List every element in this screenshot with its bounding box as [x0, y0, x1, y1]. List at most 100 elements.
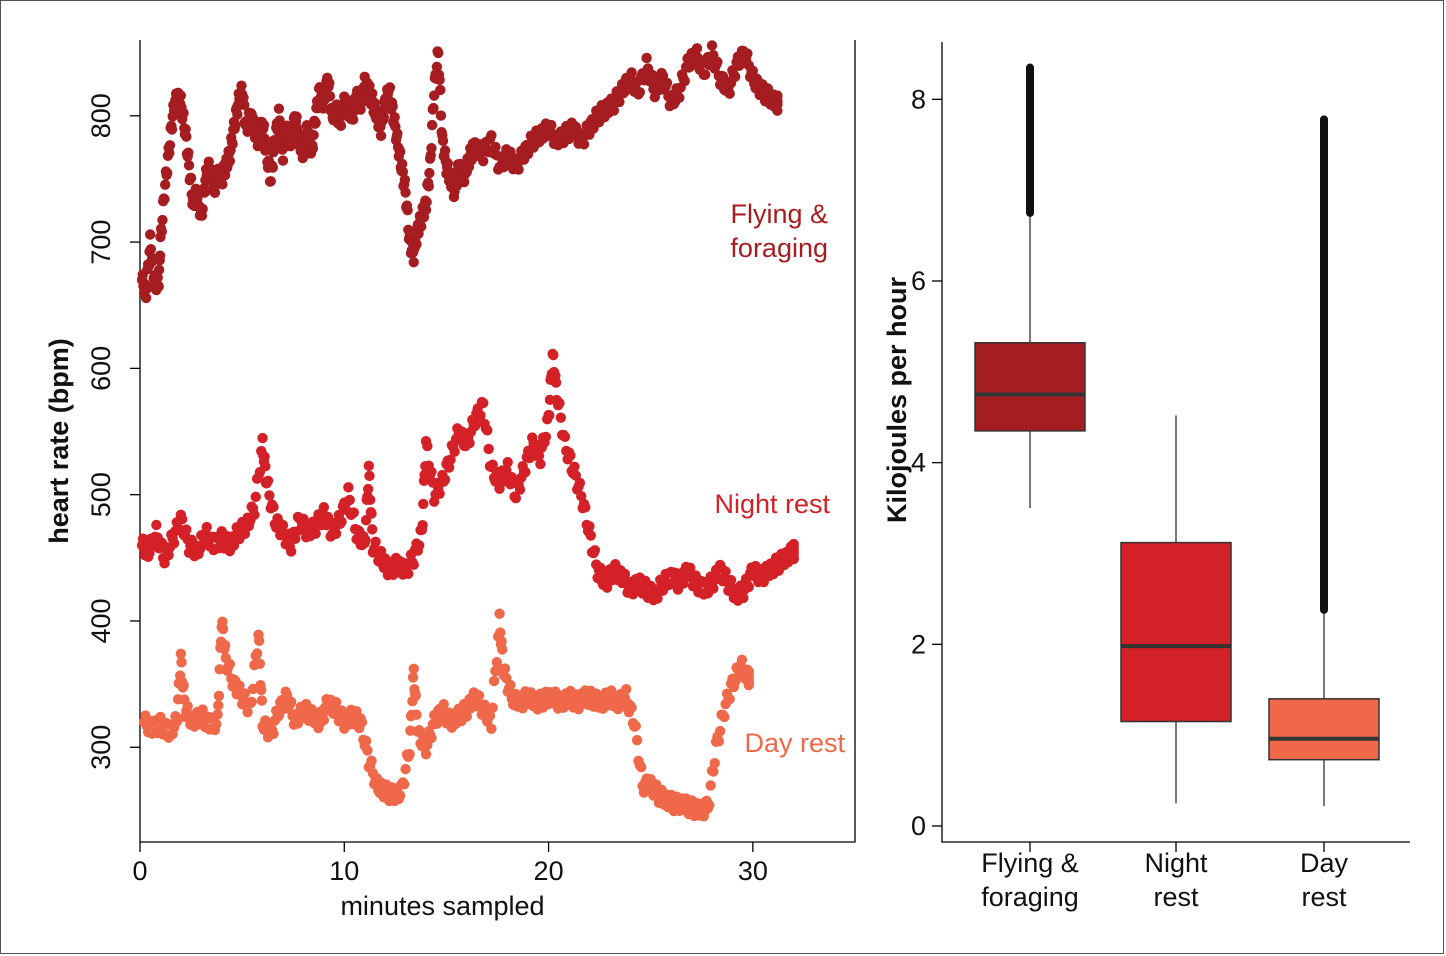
y-tick-label: 4 [911, 448, 926, 478]
data-point [535, 458, 546, 470]
data-point [389, 111, 400, 123]
heart-rate-series-labels: Flying & foraging Night rest Day rest [714, 199, 845, 758]
data-point [578, 139, 590, 150]
data-point [384, 82, 396, 93]
data-point [250, 491, 261, 503]
data-point [708, 583, 719, 594]
heart-rate-series [136, 40, 799, 822]
data-point [510, 493, 522, 504]
data-point [411, 709, 422, 720]
data-point [404, 748, 415, 760]
data-point [713, 736, 725, 747]
y-tick-label: 8 [911, 84, 926, 114]
data-point [201, 521, 212, 533]
data-point [424, 167, 435, 179]
data-point [490, 141, 501, 153]
data-point [674, 92, 685, 103]
data-point [344, 494, 355, 506]
data-point [277, 519, 289, 531]
data-point [253, 635, 265, 646]
data-point [363, 460, 374, 472]
data-point [163, 550, 174, 561]
data-point [496, 636, 507, 647]
box-0 [974, 63, 1086, 509]
y-tick-label: 300 [86, 725, 116, 770]
data-point [442, 158, 453, 169]
data-point [738, 592, 749, 604]
data-point [486, 130, 497, 141]
data-point [554, 398, 565, 409]
data-point [256, 695, 268, 706]
data-point [177, 514, 188, 525]
heart-rate-panel: 0 10 20 30 300 400 500 600 700 800 Flying & foragi… [44, 40, 856, 921]
data-point [580, 502, 591, 513]
data-point [431, 61, 443, 73]
data-point [584, 521, 595, 532]
data-point [428, 102, 439, 114]
data-point [408, 559, 419, 570]
data-point [396, 158, 408, 170]
x-tick-label: 30 [738, 856, 768, 886]
data-point [336, 516, 347, 527]
data-point [497, 644, 508, 655]
category-label-line: Night [1144, 848, 1208, 878]
category-label: Flying & foraging [981, 848, 1079, 912]
data-point [445, 454, 456, 465]
data-point [569, 461, 580, 472]
data-point [249, 509, 260, 521]
data-point [714, 725, 726, 737]
data-point [747, 65, 759, 77]
data-point [418, 498, 429, 510]
data-point [159, 558, 170, 569]
data-point [394, 146, 406, 158]
data-point [494, 608, 505, 619]
data-point [224, 155, 236, 167]
data-point [486, 723, 497, 734]
data-point [626, 702, 637, 713]
data-point [285, 546, 297, 557]
data-point [246, 696, 257, 708]
data-point [437, 135, 449, 147]
data-point [729, 71, 741, 82]
data-point [706, 40, 718, 51]
data-point [743, 673, 754, 685]
series-day-rest [138, 608, 754, 822]
data-point [443, 462, 455, 473]
data-point [449, 446, 460, 457]
data-point [704, 800, 715, 811]
data-point [232, 109, 243, 120]
data-point [268, 728, 279, 739]
data-point [185, 172, 197, 184]
energy-boxes [974, 63, 1380, 807]
category-label-line: foraging [981, 882, 1079, 912]
data-point [426, 119, 438, 131]
data-point [495, 627, 506, 638]
series-night-rest [136, 348, 799, 606]
data-point [533, 450, 545, 461]
data-point [635, 761, 647, 773]
data-point [720, 566, 731, 577]
data-point [217, 623, 229, 635]
data-point [458, 176, 470, 188]
data-point [183, 160, 195, 171]
data-point [227, 138, 238, 150]
data-point [367, 524, 378, 535]
data-point [258, 119, 270, 131]
data-point [262, 475, 274, 486]
y-tick-label: 2 [911, 629, 926, 659]
data-point [540, 431, 552, 443]
data-point [285, 141, 296, 152]
data-point [473, 690, 485, 701]
data-point [330, 528, 342, 539]
data-point [679, 75, 690, 87]
energy-category-labels: Flying & foraging Night rest Day rest [981, 848, 1348, 912]
data-point [699, 69, 711, 80]
data-point [335, 120, 347, 132]
data-point [614, 96, 625, 108]
data-point [176, 657, 187, 668]
data-point [356, 716, 368, 728]
data-point [260, 461, 271, 472]
category-label-line: Day [1300, 848, 1349, 878]
x-tick-label: 0 [132, 856, 147, 886]
data-point [434, 74, 445, 86]
